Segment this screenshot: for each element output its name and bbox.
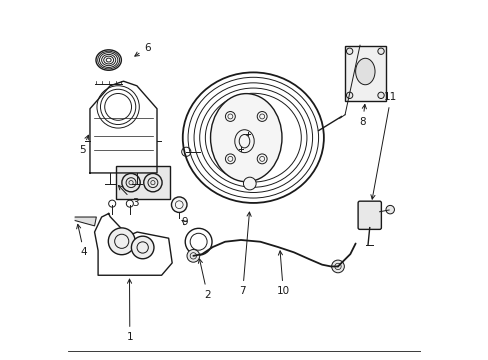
Circle shape	[377, 48, 384, 54]
Text: 7: 7	[239, 212, 251, 296]
Polygon shape	[75, 217, 96, 226]
Text: 11: 11	[370, 92, 397, 199]
Text: 5: 5	[79, 135, 89, 155]
Text: 1: 1	[126, 279, 133, 342]
Text: 10: 10	[276, 251, 289, 296]
Circle shape	[225, 112, 235, 121]
Circle shape	[377, 92, 384, 99]
Circle shape	[257, 154, 266, 164]
Bar	[345, 46, 385, 100]
Circle shape	[346, 48, 352, 54]
Bar	[116, 166, 170, 199]
Circle shape	[225, 154, 235, 164]
Ellipse shape	[210, 94, 282, 182]
Circle shape	[171, 197, 186, 212]
Circle shape	[243, 177, 256, 190]
Text: 6: 6	[135, 43, 150, 56]
Circle shape	[385, 206, 394, 214]
Circle shape	[108, 228, 135, 255]
Circle shape	[131, 236, 154, 259]
Text: 9: 9	[181, 217, 187, 227]
Ellipse shape	[234, 130, 254, 153]
Circle shape	[186, 249, 199, 262]
Text: 8: 8	[359, 104, 366, 127]
Circle shape	[331, 260, 344, 273]
Text: 3: 3	[118, 185, 138, 208]
Text: 4: 4	[77, 224, 87, 257]
Circle shape	[257, 112, 266, 121]
Circle shape	[346, 92, 352, 99]
FancyBboxPatch shape	[357, 201, 381, 229]
Text: 2: 2	[198, 259, 210, 300]
Ellipse shape	[355, 58, 374, 85]
